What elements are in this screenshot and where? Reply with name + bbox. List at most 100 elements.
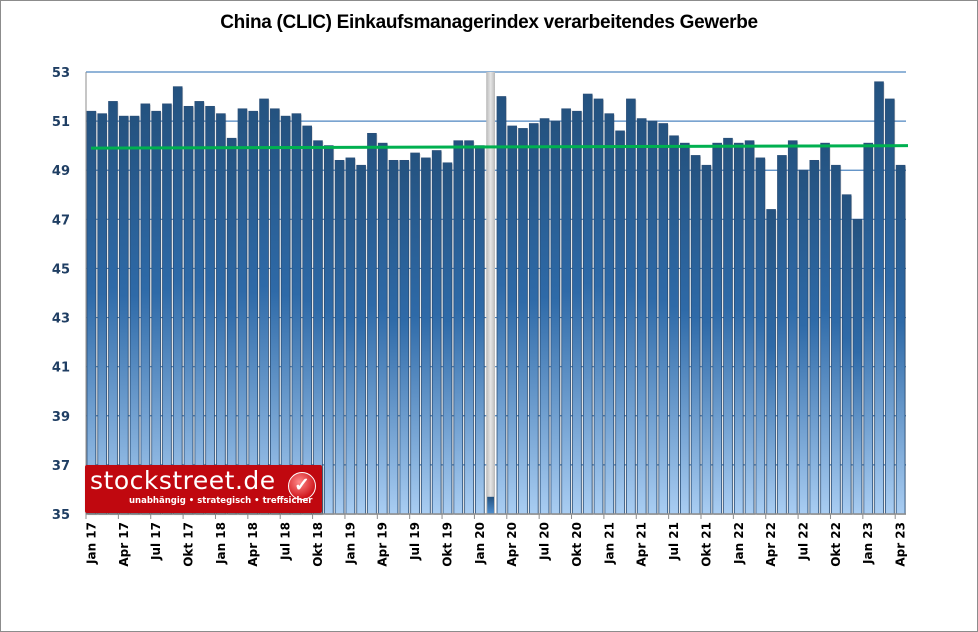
- y-axis-labels: 35 37 39 41 43 45 47 49 51 53: [52, 66, 70, 523]
- bar: [248, 110, 259, 515]
- bar: [108, 101, 118, 515]
- y-tick-label: 47: [52, 213, 70, 228]
- bar: [561, 108, 571, 515]
- bar: [118, 115, 129, 515]
- bar: [701, 164, 712, 515]
- x-tick-label: Okt 17: [182, 522, 196, 567]
- stockstreet-logo: stockstreet.de ✓ unabhängig • strategisc…: [85, 465, 322, 513]
- x-tick-label: Jan 23: [861, 522, 875, 565]
- bar: [129, 115, 140, 515]
- logo-name: stockstreet.de: [90, 466, 276, 495]
- bar: [863, 142, 874, 515]
- bar: [550, 120, 561, 515]
- x-tick-label: Jan 17: [84, 522, 98, 565]
- x-tick-label: Okt 18: [311, 522, 325, 567]
- bar: [841, 194, 852, 515]
- bar: [528, 123, 539, 515]
- x-tick-label: Jan 21: [602, 522, 616, 565]
- bar: [572, 110, 582, 515]
- bar: [820, 142, 830, 515]
- bar: [809, 159, 820, 515]
- bar: [787, 140, 798, 515]
- y-tick-label: 41: [52, 361, 70, 376]
- bar: [647, 120, 658, 515]
- bar: [151, 110, 161, 515]
- bar: [421, 157, 431, 515]
- bar: [615, 130, 625, 515]
- x-tick-label: Jul 19: [408, 522, 422, 561]
- bar: [626, 98, 636, 515]
- bar: [723, 137, 733, 515]
- axes: [85, 72, 906, 515]
- bar: [313, 140, 323, 515]
- bar: [388, 159, 399, 515]
- bar: [270, 108, 280, 515]
- bar: [345, 157, 356, 515]
- bar: [323, 145, 334, 515]
- bar: [172, 86, 183, 515]
- bar: [442, 162, 453, 515]
- x-tick-label: Okt 22: [829, 522, 843, 567]
- x-tick-label: Apr 19: [376, 522, 390, 567]
- y-tick-label: 45: [52, 262, 70, 277]
- bar: [183, 105, 194, 515]
- bar: [334, 159, 345, 515]
- x-tick-label: Jan 19: [343, 522, 357, 565]
- bar: [280, 115, 291, 515]
- x-tick-label: Jul 20: [538, 522, 552, 561]
- bar: [518, 128, 528, 515]
- bar: [636, 118, 647, 515]
- y-tick-label: 39: [52, 410, 70, 425]
- bars: [86, 72, 906, 516]
- bar: [895, 164, 906, 515]
- bar: [291, 113, 302, 515]
- x-tick-label: Jul 18: [279, 522, 293, 561]
- bar: [86, 110, 97, 515]
- bar: [658, 123, 669, 515]
- x-tick-label: Jan 18: [214, 522, 228, 565]
- bar: [885, 98, 895, 515]
- bar: [216, 113, 226, 515]
- x-tick-label: Jul 17: [149, 522, 163, 561]
- x-tick-label: Jul 21: [667, 522, 681, 561]
- bar: [356, 164, 366, 515]
- bar: [377, 142, 388, 515]
- x-tick-label: Apr 18: [246, 522, 260, 567]
- bar: [496, 96, 507, 515]
- x-tick-label: Apr 21: [635, 522, 649, 567]
- bar: [237, 108, 248, 515]
- y-tick-label: 51: [52, 115, 70, 130]
- x-tick-label: Jul 22: [797, 522, 811, 561]
- y-tick-label: 37: [52, 459, 70, 474]
- y-tick-label: 53: [52, 66, 70, 81]
- y-tick-label: 49: [52, 164, 70, 179]
- bar: [302, 125, 312, 515]
- x-tick-label: Okt 20: [570, 522, 584, 567]
- x-axis-labels: Jan 17 Apr 17 Jul 17 Okt 17 Jan 18 Apr 18 Jul …: [84, 514, 908, 567]
- bar: [194, 101, 205, 515]
- bar: [582, 93, 593, 515]
- bar: [712, 142, 722, 515]
- bar: [162, 103, 172, 515]
- bar: [831, 164, 841, 515]
- bar: [669, 135, 679, 515]
- bar: [539, 118, 550, 515]
- y-tick-label: 35: [52, 508, 70, 523]
- y-tick-label: 43: [52, 312, 70, 327]
- x-tick-label: Okt 19: [440, 522, 454, 567]
- bar: [475, 145, 485, 515]
- highlight-bar-background: [486, 72, 495, 514]
- bar: [507, 125, 517, 515]
- bar: [744, 140, 755, 515]
- bar: [259, 98, 269, 515]
- x-tick-label: Jan 22: [732, 522, 746, 565]
- bar: [464, 140, 474, 515]
- x-tick-label: Apr 22: [764, 522, 778, 567]
- bar: [487, 496, 494, 514]
- bar: [777, 155, 787, 515]
- x-tick-label: Jan 20: [473, 522, 487, 565]
- bar: [97, 113, 107, 515]
- bar: [798, 169, 809, 515]
- x-tick-label: Apr 17: [117, 522, 131, 567]
